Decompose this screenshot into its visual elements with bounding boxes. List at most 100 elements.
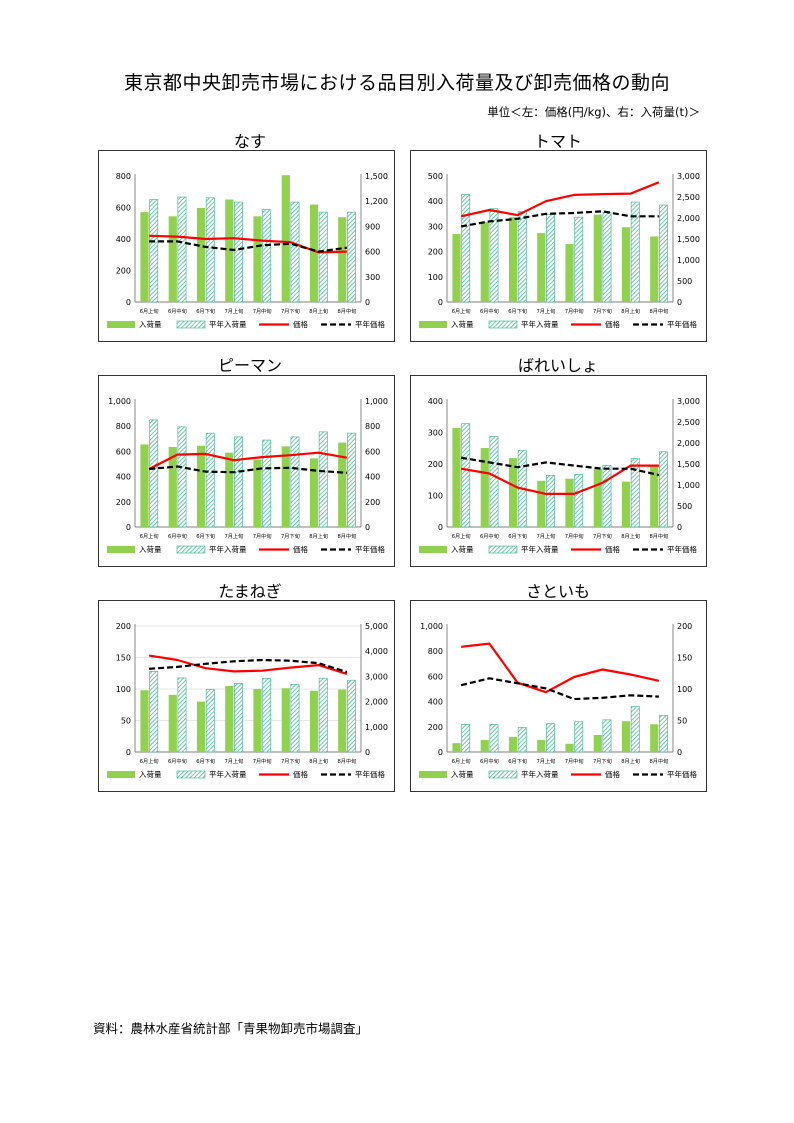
right-tick-label: 1,500 bbox=[677, 235, 700, 244]
chart-svg: 0 200 400 600 800 0 300 600 900 1,200 1,500 6月上旬 6月中… bbox=[107, 172, 388, 329]
legend-swatch-normal-arrival bbox=[176, 770, 206, 779]
legend-swatch-arrival bbox=[419, 546, 447, 553]
right-tick-label: 0 bbox=[677, 298, 682, 307]
category-label: 6月下旬 bbox=[508, 307, 527, 315]
legend-swatch-arrival bbox=[107, 546, 135, 553]
bar-normal-arrival bbox=[149, 199, 159, 303]
chart-title: なす bbox=[233, 132, 266, 151]
right-tick-label: 2,500 bbox=[677, 418, 700, 427]
right-tick-label: 500 bbox=[677, 277, 692, 286]
right-tick-label: 1,000 bbox=[365, 397, 388, 406]
legend-label: 平年価格 bbox=[667, 769, 697, 779]
category-label: 6月下旬 bbox=[508, 532, 527, 540]
bar-normal-arrival bbox=[149, 671, 159, 753]
bar-arrival bbox=[253, 216, 262, 302]
bar-normal-arrival bbox=[574, 474, 584, 528]
bar-normal-arrival bbox=[659, 451, 668, 528]
chart-svg: 0 50 100 150 200 0 1,000 2,000 3,000 4,000 5,000 6月… bbox=[107, 622, 388, 779]
category-label: 7月中旬 bbox=[565, 757, 584, 765]
line-normal-price bbox=[149, 658, 348, 674]
legend-label: 平年価格 bbox=[667, 319, 697, 329]
left-tick-label: 100 bbox=[428, 273, 443, 282]
bar-arrival bbox=[281, 688, 290, 752]
left-tick-label: 200 bbox=[116, 267, 131, 276]
bar-arrival bbox=[452, 233, 461, 302]
left-tick-label: 200 bbox=[428, 248, 443, 257]
bar-arrival bbox=[508, 736, 518, 752]
legend-label: 価格 bbox=[293, 544, 308, 554]
category-label: 8月中旬 bbox=[337, 757, 356, 765]
category-label: 8月上旬 bbox=[621, 532, 640, 540]
bar-arrival bbox=[508, 217, 518, 302]
left-tick-label: 600 bbox=[116, 204, 131, 213]
left-tick-label: 0 bbox=[438, 298, 443, 307]
left-tick-label: 500 bbox=[428, 172, 443, 181]
chart-title: トマト bbox=[533, 132, 582, 151]
bar-arrival bbox=[338, 689, 347, 752]
left-tick-label: 0 bbox=[126, 748, 131, 757]
bar-normal-arrival bbox=[318, 211, 328, 303]
category-label: 6月中旬 bbox=[480, 532, 499, 540]
chart-panel: 0 200 400 600 800 1,000 0 50 100 150 200 6月上旬 6月中旬 6月… bbox=[410, 600, 707, 792]
bar-arrival bbox=[621, 721, 631, 752]
bar-normal-arrival bbox=[461, 194, 471, 303]
left-tick-label: 400 bbox=[116, 235, 131, 244]
bar-arrival bbox=[621, 481, 631, 527]
bar-arrival bbox=[621, 227, 631, 302]
bar-normal-arrival bbox=[177, 426, 187, 528]
category-label: 8月上旬 bbox=[309, 532, 328, 540]
bar-arrival bbox=[168, 694, 177, 752]
legend-label: 平年入荷量 bbox=[521, 769, 559, 779]
bar-normal-arrival bbox=[347, 679, 356, 753]
right-tick-label: 3,000 bbox=[677, 172, 700, 181]
right-tick-label: 1,500 bbox=[365, 172, 388, 181]
left-tick-label: 200 bbox=[428, 460, 443, 469]
bar-normal-arrival bbox=[149, 419, 159, 528]
bar-normal-arrival bbox=[489, 723, 499, 753]
bar-arrival bbox=[480, 740, 489, 752]
right-tick-label: 200 bbox=[365, 498, 380, 507]
bar-normal-arrival bbox=[347, 432, 356, 528]
bar-normal-arrival bbox=[234, 201, 243, 303]
left-tick-label: 100 bbox=[116, 685, 131, 694]
bar-normal-arrival bbox=[234, 683, 243, 753]
bar-arrival bbox=[593, 469, 602, 527]
bar-arrival bbox=[168, 216, 177, 302]
legend: 入荷量 平年入荷量 価格 平年価格 bbox=[419, 319, 697, 329]
category-label: 8月中旬 bbox=[337, 307, 356, 315]
legend-swatch-normal-arrival bbox=[488, 545, 518, 554]
bar-arrival bbox=[253, 689, 262, 752]
left-tick-label: 200 bbox=[428, 723, 443, 732]
category-label: 6月上旬 bbox=[452, 532, 471, 540]
left-tick-label: 600 bbox=[116, 447, 131, 456]
bar-arrival bbox=[338, 442, 347, 527]
category-label: 7月上旬 bbox=[536, 307, 555, 315]
category-label: 6月中旬 bbox=[168, 532, 187, 540]
legend-swatch-normal-arrival bbox=[488, 770, 518, 779]
bar-normal-arrival bbox=[630, 201, 640, 303]
bar-normal-arrival bbox=[659, 204, 668, 303]
bar-arrival bbox=[593, 734, 602, 752]
legend-label: 価格 bbox=[605, 319, 620, 329]
category-label: 8月中旬 bbox=[337, 532, 356, 540]
legend-swatch-normal-arrival bbox=[488, 320, 518, 329]
line-normal-price bbox=[460, 677, 659, 701]
bar-arrival bbox=[537, 233, 546, 302]
bar-arrival bbox=[225, 685, 234, 752]
category-label: 6月下旬 bbox=[196, 757, 215, 765]
category-label: 7月下旬 bbox=[281, 307, 300, 315]
bar-normal-arrival bbox=[489, 208, 499, 303]
bar-normal-arrival bbox=[290, 684, 300, 753]
bar-normal-arrival bbox=[205, 197, 215, 303]
line-normal-price bbox=[460, 456, 660, 477]
right-tick-label: 1,500 bbox=[677, 460, 700, 469]
right-tick-label: 400 bbox=[365, 473, 380, 482]
right-tick-label: 3,000 bbox=[677, 397, 700, 406]
line-normal-price bbox=[149, 240, 348, 253]
page-title: 東京都中央卸売市場における品目別入荷量及び卸売価格の動向 bbox=[123, 72, 670, 94]
legend-label: 平年価格 bbox=[355, 544, 385, 554]
right-tick-label: 900 bbox=[365, 222, 380, 231]
right-tick-label: 5,000 bbox=[365, 622, 388, 631]
legend-swatch-arrival bbox=[419, 321, 447, 328]
bar-normal-arrival bbox=[205, 688, 215, 753]
